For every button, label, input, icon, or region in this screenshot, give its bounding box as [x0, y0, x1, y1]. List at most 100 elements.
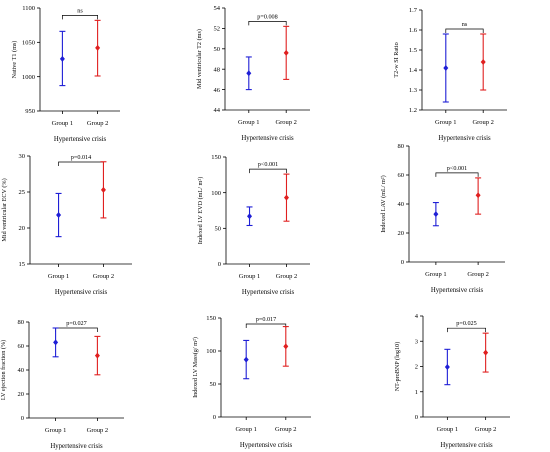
y-axis-title: Indexed LV EVD (mL/ m²) — [197, 177, 204, 245]
x-axis-title: Hypertensive crisis — [55, 289, 108, 296]
x-tick-label: Group 1 — [45, 427, 66, 434]
x-axis-title: Hypertensive crisis — [431, 287, 484, 294]
mean-point-1 — [246, 70, 252, 77]
y-axis-title: NT-proBNP (log10) — [394, 342, 401, 392]
y-tick-label: 50 — [210, 381, 217, 388]
chart-panel: 44 46 48 50 52 54 Group 1 Group 2 Hypertensive c… — [196, 5, 310, 142]
mean-point-2 — [95, 44, 101, 51]
y-tick-label: 20 — [19, 225, 26, 232]
y-tick-label: 1 — [415, 389, 418, 396]
x-tick-label: Group 1 — [425, 271, 446, 278]
y-tick-label: 1.6 — [409, 27, 418, 34]
mean-point-1 — [247, 213, 253, 220]
mean-point-2 — [283, 343, 289, 350]
y-tick-label: 50 — [214, 46, 221, 53]
x-tick-label: Group 1 — [235, 426, 256, 433]
mean-point-1 — [53, 339, 59, 346]
y-tick-label: 1.2 — [409, 107, 417, 114]
significance-label: ns — [77, 7, 83, 14]
chart-panel: 950 1000 1050 1100 Group 1 Group 2 Hypertensiv… — [11, 5, 120, 143]
mean-point-2 — [100, 186, 106, 193]
significance-bracket — [248, 21, 287, 26]
y-tick-label: 1.7 — [409, 7, 418, 14]
y-tick-label: 3 — [415, 338, 418, 345]
y-tick-label: 80 — [398, 143, 405, 150]
y-axis-title: LV ejection fraction (%) — [0, 340, 7, 400]
significance-bracket — [55, 327, 98, 332]
y-tick-label: 950 — [25, 108, 35, 115]
y-tick-label: 0 — [213, 414, 216, 421]
y-tick-label: 20 — [398, 230, 405, 237]
significance-bracket — [62, 15, 98, 20]
mean-point-1 — [444, 364, 450, 371]
significance-label: p<0.001 — [258, 161, 279, 168]
significance-label: ns — [462, 21, 468, 28]
significance-bracket — [245, 323, 287, 328]
x-tick-label: Group 2 — [475, 426, 496, 433]
significance-label: p=0.014 — [71, 154, 92, 161]
significance-label: p=0.027 — [66, 320, 87, 327]
y-tick-label: 40 — [398, 201, 405, 208]
y-tick-label: 44 — [214, 107, 221, 114]
y-tick-label: 1050 — [22, 40, 35, 47]
y-tick-label: 4 — [415, 313, 419, 320]
y-tick-label: 60 — [18, 343, 25, 350]
x-tick-label: Group 2 — [276, 273, 297, 280]
x-tick-label: Group 2 — [93, 273, 114, 280]
significance-bracket — [249, 168, 287, 174]
y-tick-label: 1000 — [22, 74, 35, 81]
y-tick-label: 20 — [18, 391, 25, 398]
x-tick-label: Group 2 — [275, 426, 296, 433]
x-axis-title: Hypertensive crisis — [438, 135, 491, 142]
y-tick-label: 0 — [21, 415, 24, 422]
mean-point-1 — [443, 65, 449, 71]
x-axis-title: Hypertensive crisis — [440, 442, 493, 449]
significance-label: p=0.025 — [456, 320, 477, 327]
y-tick-label: 100 — [211, 190, 221, 197]
x-tick-label: Group 1 — [238, 119, 259, 126]
mean-point-2 — [94, 352, 100, 359]
mean-point-1 — [433, 211, 439, 218]
mean-point-2 — [483, 349, 489, 356]
significance-label: p=0.008 — [257, 13, 278, 20]
mean-point-1 — [56, 212, 62, 219]
y-tick-label: 1.3 — [409, 87, 417, 94]
x-tick-label: Group 1 — [52, 120, 73, 127]
mean-point-2 — [480, 59, 486, 65]
y-tick-label: 50 — [215, 226, 222, 233]
y-tick-label: 46 — [214, 87, 221, 94]
mean-point-2 — [283, 49, 289, 56]
y-tick-label: 25 — [19, 189, 26, 196]
x-tick-label: Group 2 — [87, 427, 108, 434]
x-axis-title: Hypertensive crisis — [50, 443, 103, 450]
mean-point-1 — [243, 356, 249, 363]
y-tick-label: 2 — [415, 364, 418, 371]
x-axis-title: Hypertensive crisis — [242, 289, 295, 296]
chart-panel: 0 20 40 60 80 Group 1 Group 2 Hypertensive cris… — [0, 319, 124, 450]
y-tick-label: 80 — [18, 319, 25, 326]
y-tick-label: 150 — [206, 315, 216, 322]
mean-point-2 — [475, 192, 481, 199]
significance-bracket — [445, 28, 484, 33]
y-tick-label: 52 — [214, 26, 221, 33]
x-tick-label: Group 2 — [275, 119, 296, 126]
y-tick-label: 0 — [415, 414, 418, 421]
y-axis-title: Indexed LV Mass(g/ m²) — [192, 337, 199, 398]
mean-point-2 — [283, 194, 289, 201]
y-tick-label: 40 — [18, 367, 25, 374]
significance-bracket — [447, 327, 486, 333]
y-tick-label: 1100 — [22, 5, 35, 12]
x-axis-title: Hypertensive crisis — [240, 442, 293, 449]
x-axis-title: Hypertensive crisis — [54, 136, 107, 143]
y-axis-title: Native T1 (ms) — [11, 41, 18, 79]
chart-panel: 0 50 100 150 Group 1 Group 2 Hypertensive cris… — [192, 315, 311, 449]
y-axis-title: Mid ventricular T2 (ms) — [196, 29, 203, 89]
x-tick-label: Group 1 — [48, 273, 69, 280]
significance-label: p=0.017 — [256, 316, 277, 323]
y-tick-label: 0 — [401, 259, 404, 266]
x-tick-label: Group 2 — [87, 120, 108, 127]
significance-bracket — [435, 172, 479, 177]
y-axis-title: Indexed LAV (mL/ m²) — [380, 175, 387, 232]
y-tick-label: 30 — [19, 153, 26, 160]
